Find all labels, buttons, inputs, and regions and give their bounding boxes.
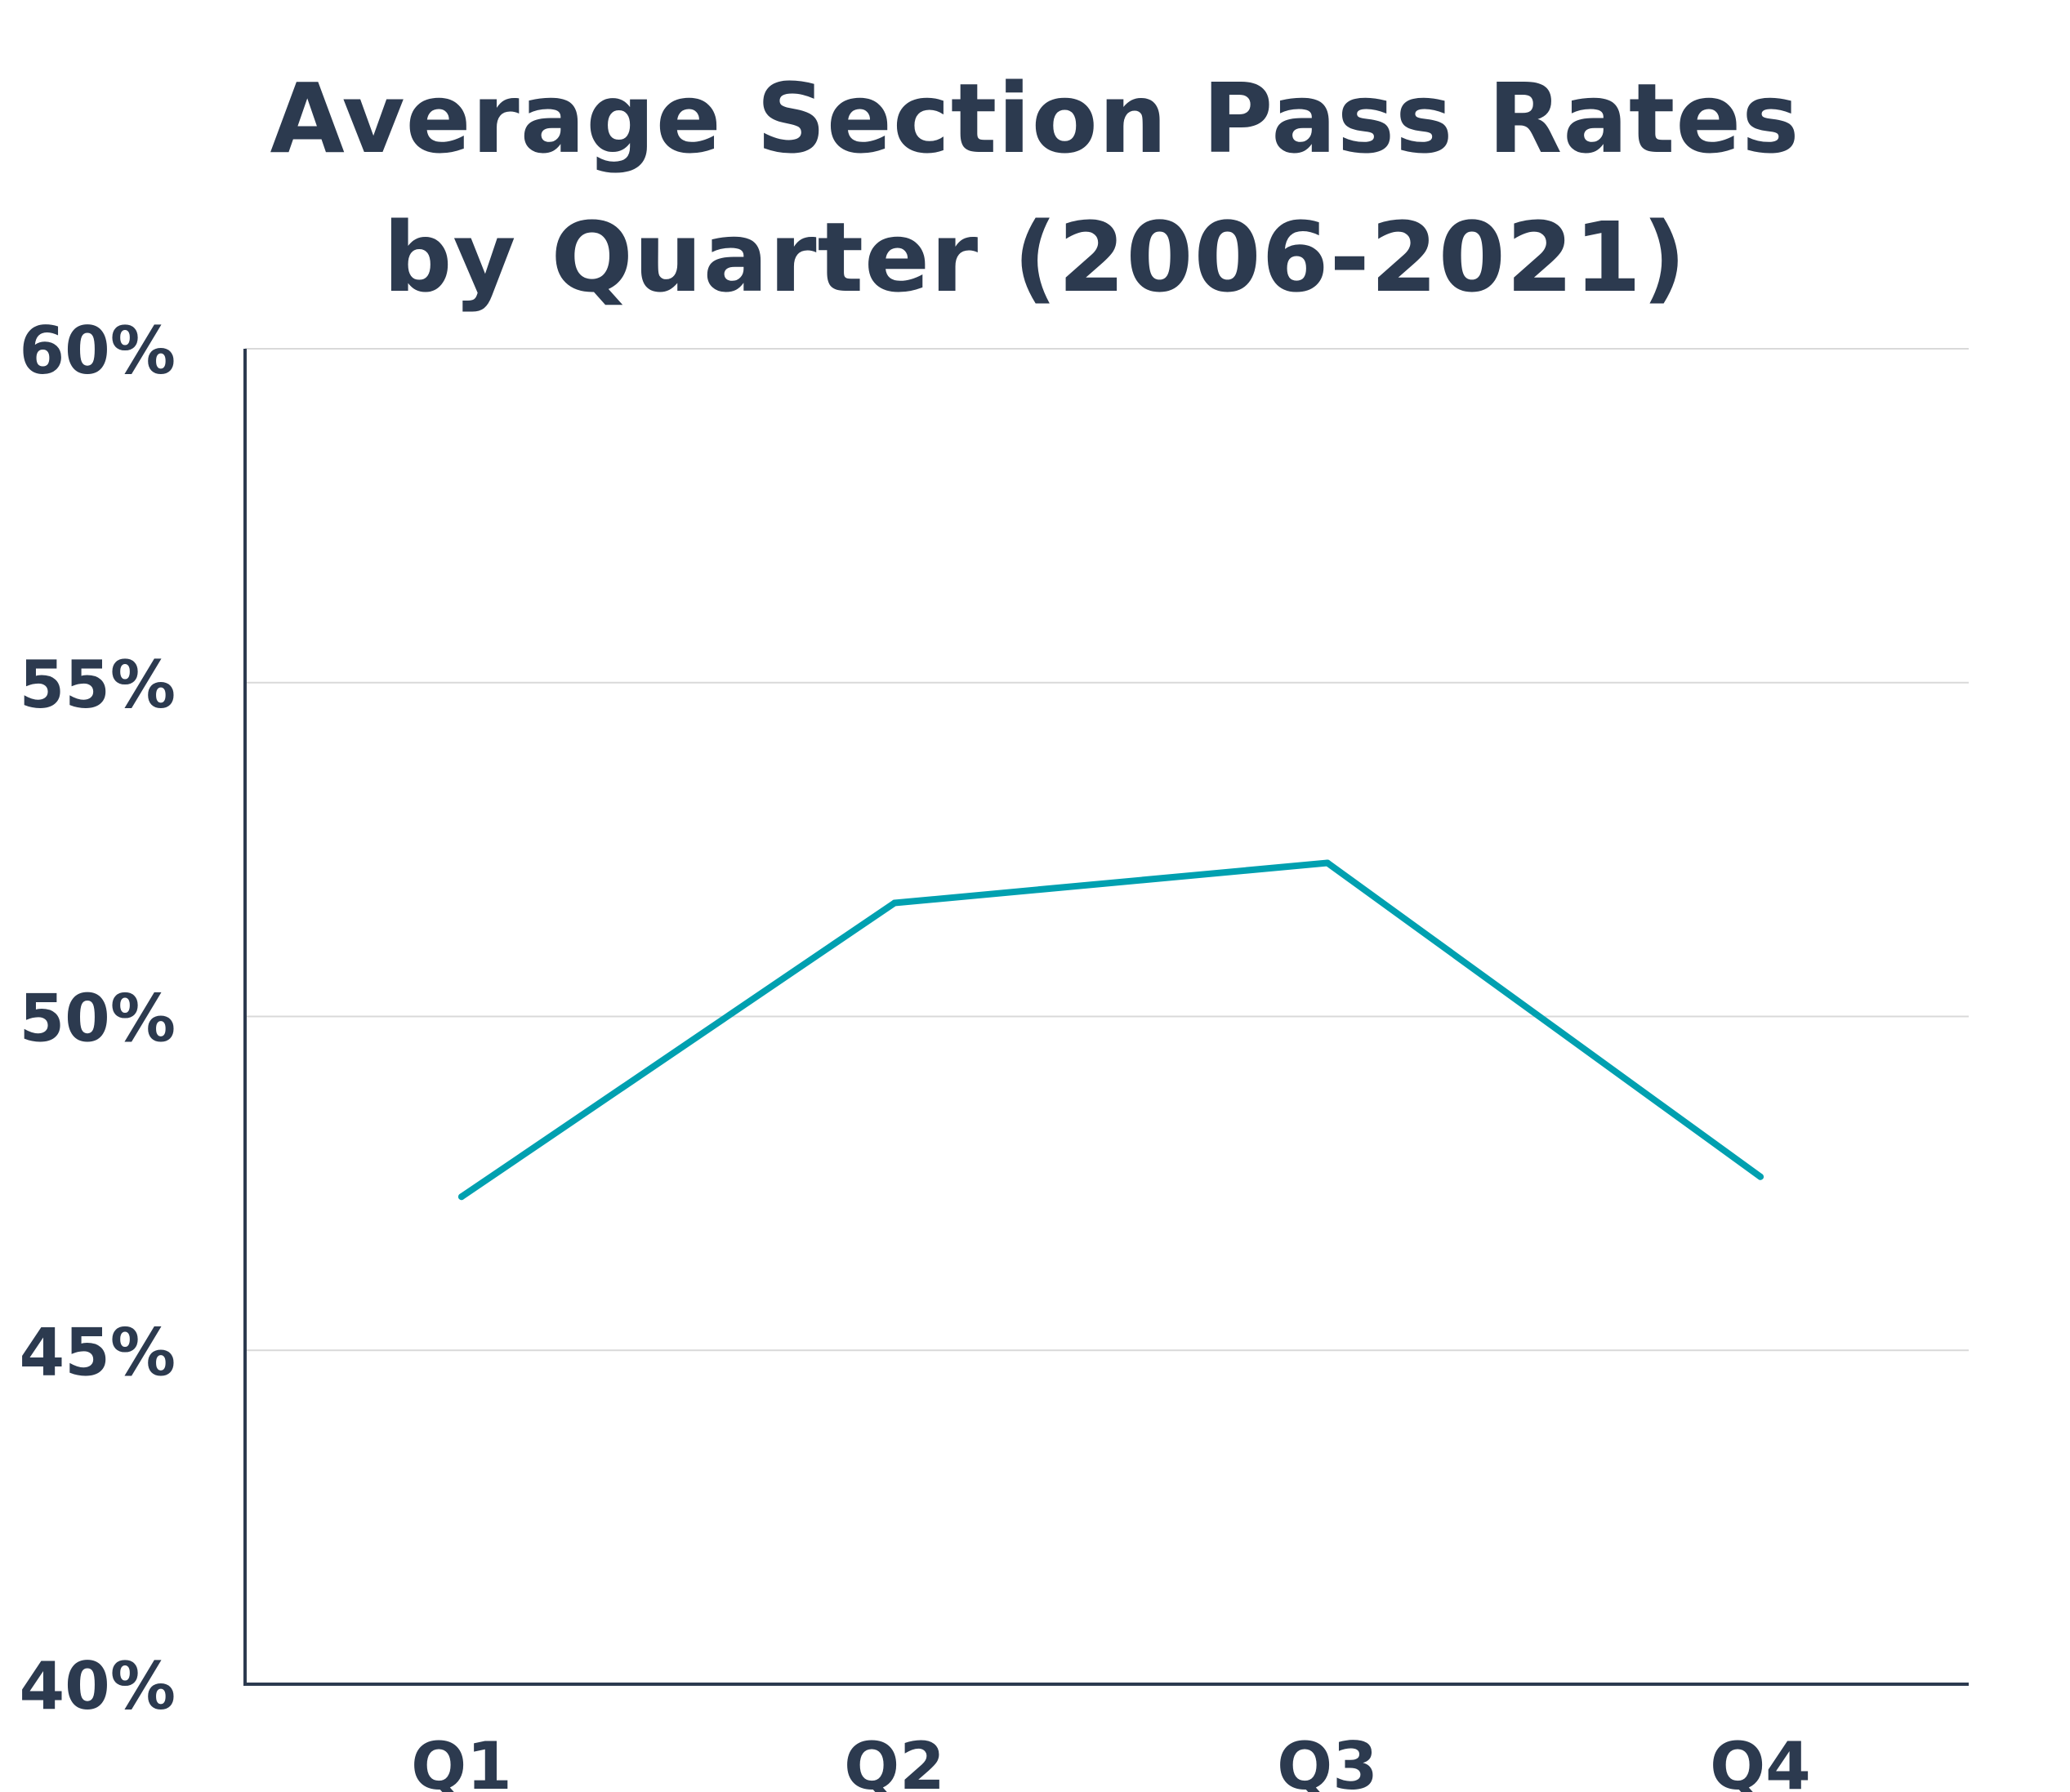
axes xyxy=(243,349,1969,1686)
x-tick-label: Q4 xyxy=(1710,1728,1811,1792)
chart-title-line-1: Average Section Pass Rates xyxy=(270,62,1800,175)
data-point xyxy=(891,899,898,907)
series xyxy=(458,859,1764,1201)
y-tick-label: 50% xyxy=(20,981,176,1057)
y-tick-label: 45% xyxy=(20,1314,176,1390)
chart-title-line-2: by Quarter (2006-2021) xyxy=(383,201,1687,314)
x-tick-label: Q1 xyxy=(411,1728,512,1792)
y-tick-label: 60% xyxy=(20,313,176,389)
y-tick-label: 55% xyxy=(20,647,176,723)
series-line xyxy=(458,859,1764,1201)
data-point xyxy=(1324,859,1331,867)
y-tick-label: 40% xyxy=(20,1648,176,1724)
data-point xyxy=(458,1193,465,1201)
y-tick-labels: 40% 45% 50% 55% 60% xyxy=(20,313,176,1724)
x-tick-labels: Q1 Q2 Q3 Q4 xyxy=(411,1728,1811,1792)
data-point xyxy=(1757,1173,1764,1180)
x-tick-label: Q2 xyxy=(844,1728,945,1792)
grid-lines xyxy=(245,348,1969,1352)
x-tick-label: Q3 xyxy=(1277,1728,1378,1792)
chart-title: Average Section Pass Rates by Quarter (2… xyxy=(0,49,2070,327)
